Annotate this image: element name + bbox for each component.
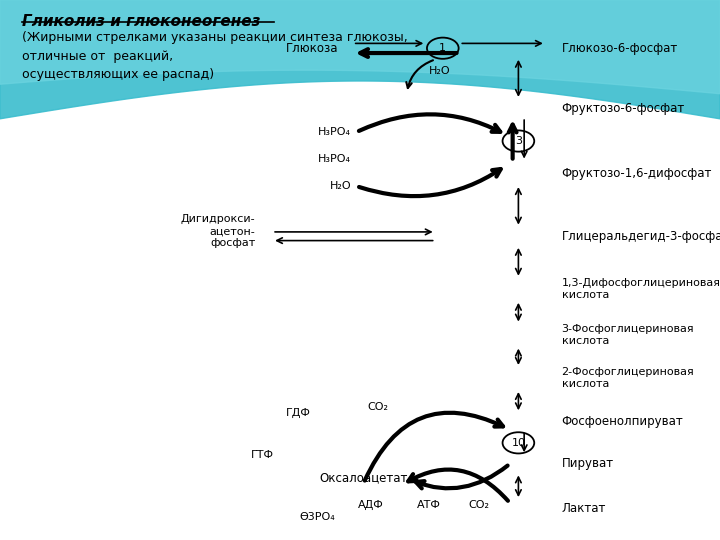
Text: CO₂: CO₂ [367, 402, 389, 413]
Text: (Жирными стрелками указаны реакции синтеза глюкозы,
отличные от  реакций,
осущес: (Жирными стрелками указаны реакции синте… [22, 31, 408, 82]
Text: 3-Фосфоглицериновая
кислота: 3-Фосфоглицериновая кислота [562, 324, 694, 346]
Text: ГТФ: ГТФ [251, 450, 274, 460]
Text: H₂O: H₂O [330, 181, 351, 191]
Text: 3: 3 [515, 136, 522, 146]
Text: ГДФ: ГДФ [287, 408, 311, 418]
Text: АДФ: АДФ [358, 500, 384, 510]
Text: Гликолиз и глюконеогенез: Гликолиз и глюконеогенез [22, 15, 260, 30]
Text: Фосфоенолпируват: Фосфоенолпируват [562, 415, 683, 428]
Text: Фруктозо-1,6-дифосфат: Фруктозо-1,6-дифосфат [562, 167, 712, 180]
Text: Фруктозо-6-фосфат: Фруктозо-6-фосфат [562, 102, 685, 115]
Text: 10: 10 [511, 438, 526, 448]
Text: Ѳ3РО₄: Ѳ3РО₄ [299, 512, 335, 522]
Text: 2-Фосфоглицериновая
кислота: 2-Фосфоглицериновая кислота [562, 368, 694, 389]
Text: Глицеральдегид-3-фосфат: Глицеральдегид-3-фосфат [562, 230, 720, 243]
Text: H₃PO₄: H₃PO₄ [318, 127, 351, 137]
Text: Пируват: Пируват [562, 457, 613, 470]
Text: CO₂: CO₂ [468, 500, 490, 510]
Text: Оксалоацетат: Оксалоацетат [320, 471, 408, 484]
Text: H₂O: H₂O [428, 66, 450, 76]
Text: Лактат: Лактат [562, 502, 606, 515]
Text: Глюкоза: Глюкоза [286, 42, 338, 55]
Text: Глюкозо-6-фосфат: Глюкозо-6-фосфат [562, 42, 678, 55]
Text: АТФ: АТФ [416, 500, 441, 510]
Text: 1,3-Дифосфоглицериновая
кислота: 1,3-Дифосфоглицериновая кислота [562, 278, 720, 300]
Text: Дигидрокси-
ацетон-
фосфат: Дигидрокси- ацетон- фосфат [181, 214, 256, 248]
Text: 1: 1 [439, 43, 446, 53]
Text: H₃PO₄: H₃PO₄ [318, 154, 351, 164]
